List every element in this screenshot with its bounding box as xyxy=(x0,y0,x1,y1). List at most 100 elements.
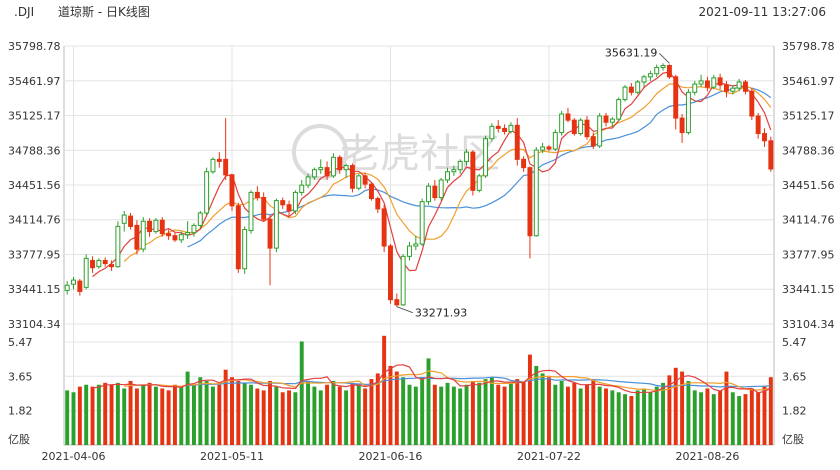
candle-body xyxy=(559,113,565,134)
candle-body xyxy=(77,280,83,292)
candle xyxy=(711,74,717,90)
candle-body xyxy=(388,245,393,301)
volume-bar xyxy=(65,390,70,445)
date-tick-label: 2021-07-22 xyxy=(517,450,581,463)
volume-bar xyxy=(616,392,621,445)
price-candles xyxy=(64,63,774,307)
candle xyxy=(311,167,317,181)
volume-bar xyxy=(71,392,76,445)
volume-bar xyxy=(344,390,349,445)
candle xyxy=(647,70,653,81)
volume-bar xyxy=(223,369,228,445)
volume-bar xyxy=(299,341,304,445)
candle xyxy=(248,190,254,234)
candle xyxy=(451,165,457,176)
candle-body xyxy=(679,117,685,134)
volume-bar xyxy=(230,377,234,445)
candle-body xyxy=(673,76,679,119)
high-annotation: 35631.19 xyxy=(605,46,658,59)
volume-bar xyxy=(432,384,437,445)
price-axis-left: 35798.78 35461.97 35125.17 34788.36 34451.56… xyxy=(8,40,61,331)
volume-bar xyxy=(274,386,279,445)
candle-body xyxy=(368,183,374,200)
candle-body xyxy=(109,264,115,268)
volume-bar xyxy=(147,382,152,445)
candle-body xyxy=(426,185,431,203)
candle-body xyxy=(768,140,774,170)
candle-body xyxy=(597,115,603,147)
candle-body xyxy=(609,118,615,123)
volume-bar xyxy=(610,390,615,445)
volume-bar xyxy=(217,384,222,445)
candle xyxy=(679,113,685,143)
candle xyxy=(235,202,241,273)
volume-bar xyxy=(160,388,165,445)
volume-bar xyxy=(604,388,608,445)
candle-body xyxy=(324,167,330,177)
candle-body xyxy=(628,86,634,93)
candle xyxy=(153,218,159,234)
candle-body xyxy=(704,80,710,88)
volume-bar xyxy=(515,379,520,445)
candle-body xyxy=(248,191,254,232)
candle-body xyxy=(159,219,165,235)
candle-body xyxy=(172,235,178,241)
volume-bar xyxy=(692,390,697,445)
candle-body xyxy=(153,219,159,233)
volume-bar xyxy=(198,377,203,445)
volume-bar xyxy=(470,380,475,445)
candle xyxy=(305,173,311,189)
candle-body xyxy=(121,214,127,224)
candle xyxy=(552,129,558,152)
volume-bar xyxy=(680,371,685,445)
candle xyxy=(445,167,450,184)
candle xyxy=(685,89,691,135)
volume-bar xyxy=(502,386,507,445)
grid-lines xyxy=(63,45,775,446)
candle xyxy=(578,118,584,136)
volume-bar xyxy=(420,377,425,445)
candle xyxy=(743,79,748,95)
volume-bar xyxy=(242,382,247,445)
candle xyxy=(666,64,672,79)
candle xyxy=(723,80,729,98)
candle-body xyxy=(533,149,539,237)
volume-bar xyxy=(591,379,596,445)
candle xyxy=(71,276,76,290)
candle xyxy=(96,258,102,269)
volume-unit-label-right: 亿股 xyxy=(782,433,804,446)
candle-body xyxy=(616,99,622,120)
volume-bar xyxy=(445,382,450,445)
candle-body xyxy=(83,257,89,288)
candle-body xyxy=(147,220,153,233)
candle-body xyxy=(273,200,279,249)
candle-body xyxy=(660,64,666,69)
timestamp-label: 2021-09-11 13:27:06 xyxy=(699,5,826,19)
volume-bar xyxy=(122,388,127,445)
candle xyxy=(476,173,482,193)
volume-bar xyxy=(451,386,456,445)
candle-body xyxy=(216,158,222,162)
candle-body xyxy=(223,158,229,176)
candle-body xyxy=(337,156,343,171)
candle xyxy=(698,74,704,88)
candle-body xyxy=(394,299,400,306)
candle-body xyxy=(571,119,577,135)
candle-body xyxy=(343,165,349,171)
candle xyxy=(121,210,127,232)
candle xyxy=(419,198,425,247)
candle xyxy=(292,190,298,215)
volume-bar xyxy=(426,358,431,445)
candle-body xyxy=(102,259,108,265)
volume-average-lines xyxy=(92,364,772,394)
candle-body xyxy=(457,160,463,171)
candle-body xyxy=(521,158,527,169)
candle xyxy=(413,235,419,251)
candle-body xyxy=(635,81,641,93)
candle xyxy=(242,226,248,274)
volume-bar xyxy=(128,380,133,445)
candle-body xyxy=(464,151,470,162)
volume-bar xyxy=(566,386,570,445)
candle-body xyxy=(692,83,698,93)
candle-body xyxy=(666,64,672,78)
